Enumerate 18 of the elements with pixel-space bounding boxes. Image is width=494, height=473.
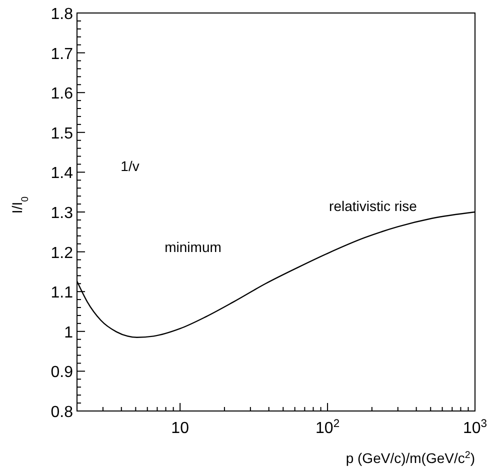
x-tick-label: 10$^{3}$ (462, 418, 488, 437)
y-tick-label: 0.8 (50, 404, 74, 421)
y-tick-label: 1.7 (50, 46, 74, 63)
y-tick-label: 1.5 (50, 125, 74, 142)
y-tick-label: 1 (64, 324, 74, 342)
y-tick-label: 0.9 (50, 364, 74, 382)
x-axis-title: p (GeV/c)/m(GeV/c$^{2}$) (346, 450, 475, 466)
y-tick-label: 1.3 (50, 205, 74, 222)
x-tick-label: 10 (171, 420, 190, 437)
y-tick-label: 1.1 (50, 284, 74, 302)
y-tick-label: 1.4 (50, 165, 74, 182)
y-tick-label: 1.2 (50, 244, 74, 262)
annotation: 1/v (120, 158, 140, 174)
annotation: relativistic rise (329, 198, 418, 214)
x-tick-label: 10$^{2}$ (316, 418, 340, 437)
y-tick-label: 1.8 (50, 6, 74, 23)
y-tick-label: 1.6 (50, 86, 74, 103)
annotation: minimum (164, 239, 222, 255)
